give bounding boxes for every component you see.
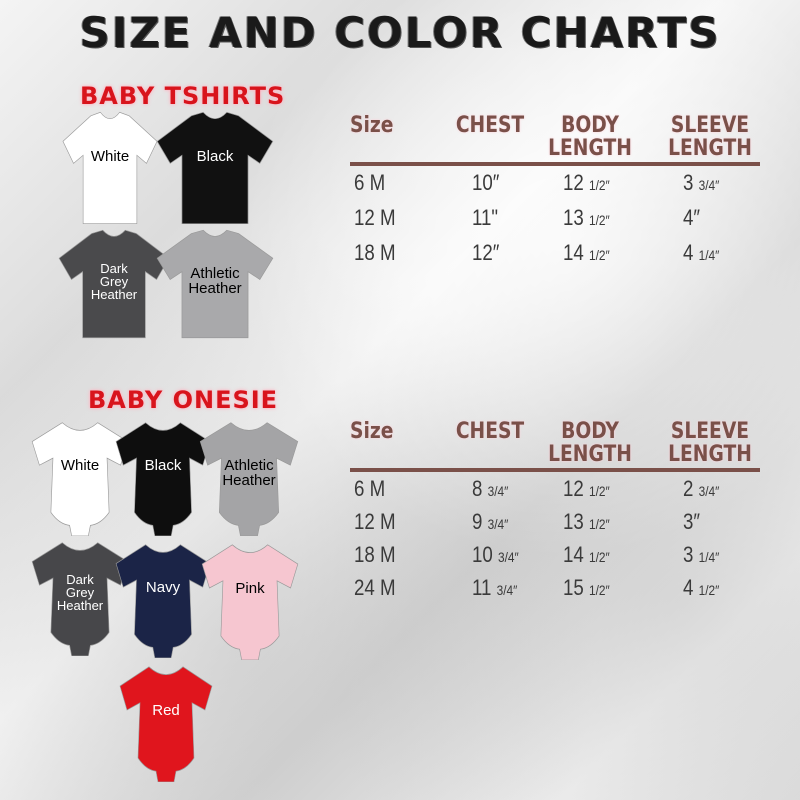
tshirt-icon <box>58 229 170 339</box>
onesie-navy: Navy <box>112 540 214 658</box>
color-label: Dark Grey Heather <box>90 260 138 302</box>
table-cell: 4 1/2″ <box>683 575 720 600</box>
tshirt-icon <box>156 229 274 339</box>
onesie-black: Black <box>112 418 214 536</box>
onesie-icon <box>115 422 211 536</box>
tshirt-icon <box>62 111 158 225</box>
table-cell: 3″ <box>683 509 701 534</box>
table-cell: 14 1/2″ <box>563 240 610 265</box>
table-cell: 3 3/4″ <box>683 170 720 195</box>
column-header: Size <box>350 419 394 444</box>
color-label: Red <box>152 701 180 719</box>
color-label: Athletic Heather <box>188 265 242 298</box>
table-cell: 4 1/4″ <box>683 240 720 265</box>
column-header: SLEEVE LENGTH <box>668 113 752 161</box>
color-label: White <box>90 148 130 166</box>
tshirt-athletic-heather: Athletic Heather <box>156 228 274 340</box>
color-label: White <box>60 457 100 475</box>
tshirt-icon <box>156 111 274 225</box>
table-cell: 8 3/4″ <box>472 476 509 501</box>
table-cell: 18 M <box>354 542 396 567</box>
table-cell: 14 1/2″ <box>563 542 610 567</box>
onesies-heading: BABY ONESIE <box>88 386 279 414</box>
table-cell: 11 3/4″ <box>472 575 518 600</box>
onesie-pink: Pink <box>198 540 302 660</box>
onesie-red: Red <box>116 662 216 782</box>
color-label: Dark Grey Heather <box>56 572 104 614</box>
table-cell: 10 3/4″ <box>472 542 519 567</box>
table-cell: 13 1/2″ <box>563 205 610 230</box>
header-rule <box>350 162 760 166</box>
table-cell: 12″ <box>472 240 500 265</box>
table-cell: 9 3/4″ <box>472 509 509 534</box>
table-cell: 18 M <box>354 240 396 265</box>
color-label: Navy <box>145 579 181 597</box>
column-header: Size <box>350 113 394 138</box>
tshirt-dark-grey-heather: Dark Grey Heather <box>58 228 170 340</box>
tshirt-white: White <box>62 110 158 226</box>
table-cell: 10″ <box>472 170 500 195</box>
onesie-icon <box>31 422 129 536</box>
column-header: BODY LENGTH <box>548 419 632 467</box>
onesie-icon <box>119 666 213 782</box>
table-cell: 24 M <box>354 575 396 600</box>
table-cell: 2 3/4″ <box>683 476 720 501</box>
table-cell: 11" <box>472 205 499 230</box>
column-header: CHEST <box>455 113 525 138</box>
table-cell: 6 M <box>354 476 386 501</box>
onesie-athletic-heather: Athletic Heather <box>196 418 302 536</box>
color-label: Black <box>144 457 182 475</box>
onesie-icon <box>199 422 299 536</box>
tshirts-heading: BABY TSHIRTS <box>80 82 286 110</box>
tshirt-black: Black <box>156 110 274 226</box>
table-cell: 4″ <box>683 205 701 230</box>
color-label: Athletic Heather <box>222 457 276 490</box>
onesie-dark-grey-heather: Dark Grey Heather <box>28 538 132 656</box>
table-cell: 12 1/2″ <box>563 476 610 501</box>
table-cell: 12 M <box>354 205 396 230</box>
table-cell: 12 1/2″ <box>563 170 610 195</box>
column-header: BODY LENGTH <box>548 113 632 161</box>
table-cell: 3 1/4″ <box>683 542 720 567</box>
column-header: CHEST <box>455 419 525 444</box>
color-label: Pink <box>235 579 265 597</box>
color-label: Black <box>196 148 234 166</box>
table-cell: 13 1/2″ <box>563 509 610 534</box>
onesie-icon <box>201 544 299 660</box>
onesie-icon <box>31 542 129 656</box>
column-header: SLEEVE LENGTH <box>668 419 752 467</box>
page-title: SIZE AND COLOR CHARTS <box>79 8 721 57</box>
onesie-icon <box>115 544 211 658</box>
table-cell: 12 M <box>354 509 396 534</box>
onesie-white: White <box>28 418 132 536</box>
table-cell: 15 1/2″ <box>563 575 610 600</box>
table-cell: 6 M <box>354 170 386 195</box>
header-rule <box>350 468 760 472</box>
